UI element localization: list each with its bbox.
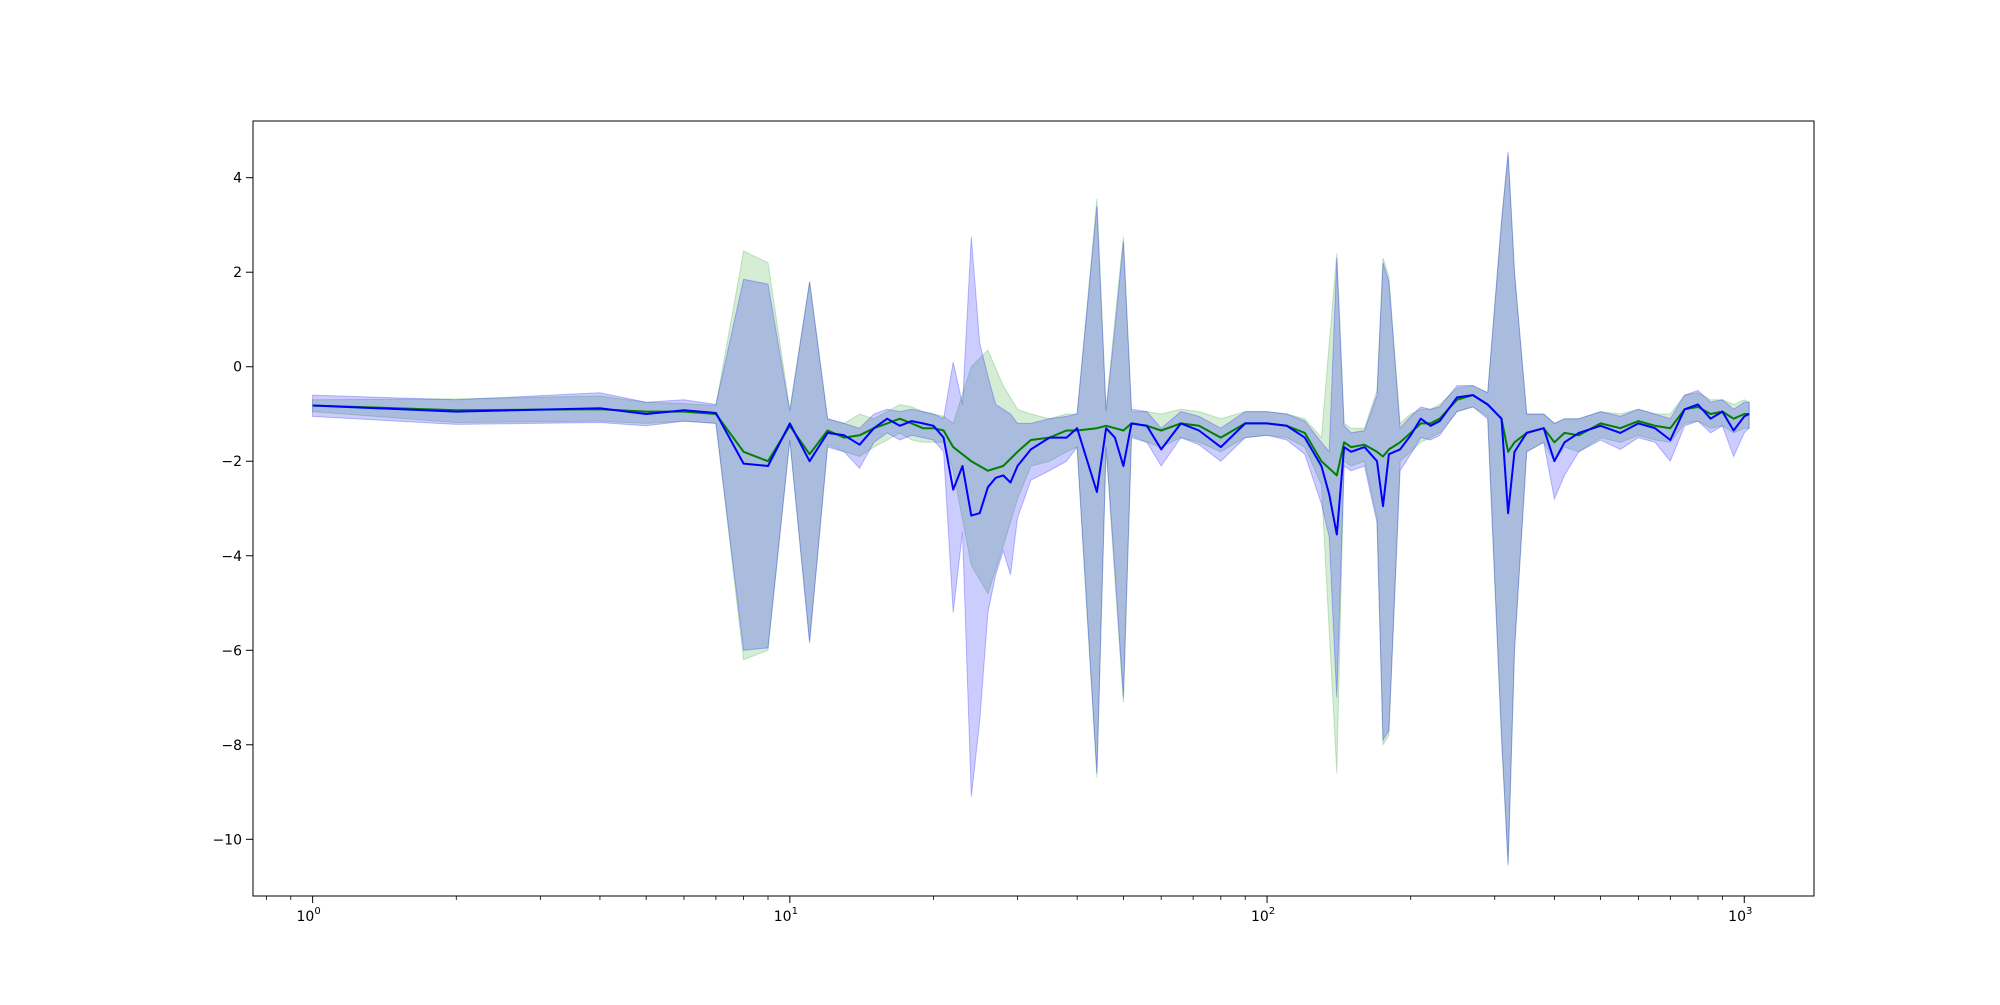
y-tick-label: 0 (233, 360, 242, 376)
plot-area-frame (252, 120, 1815, 897)
x-tick-label-base: 10 (774, 909, 792, 925)
x-tick-label: 100 (297, 906, 321, 925)
series-2-band (312, 151, 1750, 866)
y-tick-label: −10 (212, 832, 242, 848)
x-tick-label-exponent: 2 (1269, 906, 1275, 917)
x-axis: 100 101 102 103 (265, 896, 1752, 925)
x-tick-label-exponent: 3 (1746, 906, 1752, 917)
y-tick-label: −2 (221, 454, 242, 470)
x-tick-label: 102 (1251, 906, 1275, 925)
x-tick-label-base: 10 (1251, 909, 1269, 925)
y-tick-label: 4 (233, 171, 242, 187)
y-tick-label: −8 (221, 738, 242, 754)
x-tick-label-exponent: 1 (792, 906, 798, 917)
y-axis: 4 2 0 −2 −4 −6 −8 −10 (212, 171, 253, 848)
y-tick-label: −4 (221, 549, 242, 565)
x-tick-label-base: 10 (297, 909, 315, 925)
y-tick-label: −6 (221, 643, 242, 659)
series-lines (312, 394, 1750, 536)
y-tick-label: 2 (233, 265, 242, 281)
uncertainty-bands (312, 151, 1750, 866)
series-1-band (312, 154, 1750, 863)
x-tick-label: 101 (774, 906, 798, 925)
x-tick-label: 103 (1728, 906, 1752, 925)
series-2-line (312, 394, 1750, 536)
x-tick-label-base: 10 (1728, 909, 1746, 925)
x-tick-label-exponent: 0 (314, 906, 320, 917)
